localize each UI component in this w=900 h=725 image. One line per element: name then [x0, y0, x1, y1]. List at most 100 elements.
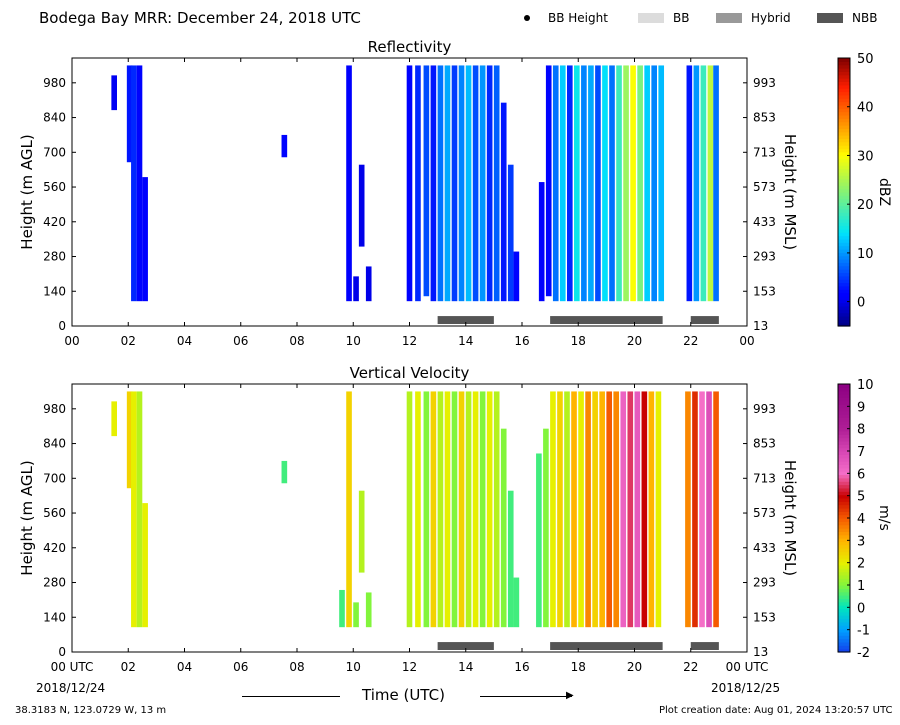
colorbar-cell	[838, 558, 850, 563]
colorbar-cell	[838, 410, 850, 415]
colorbar-cell	[838, 571, 850, 576]
colorbar-cell	[838, 464, 850, 469]
colorbar-tick-label: 0	[857, 296, 865, 311]
colorbar-tick-label: 4	[857, 512, 865, 527]
data-column	[707, 65, 714, 302]
colorbar-cell	[838, 518, 850, 522]
y-tick-label: 140	[43, 610, 66, 624]
colorbar-tick-label: 1	[857, 579, 865, 594]
arrow-right-icon: ▶	[566, 690, 574, 701]
colorbar-cell	[838, 414, 850, 419]
y2-tick-label: 853	[753, 111, 776, 125]
x-tick-label: 20	[627, 334, 642, 348]
data-column	[627, 391, 634, 628]
colorbar-cell	[838, 551, 850, 556]
x-tick-label: 00 UTC	[726, 660, 769, 674]
colorbar-cell	[838, 232, 850, 237]
data-column	[513, 251, 520, 302]
data-column	[358, 490, 365, 573]
colorbar-cell	[838, 511, 850, 516]
data-column	[595, 65, 601, 302]
creation-date-text: Plot creation date: Aug 01, 2024 13:20:5…	[659, 705, 893, 716]
colorbar-cell	[838, 74, 850, 79]
colorbar-cell	[838, 521, 850, 526]
colorbar-cell	[838, 481, 850, 486]
x-tick-label: 18	[571, 334, 586, 348]
y-axis-label: Height (m AGL)	[18, 134, 36, 249]
regime-bar-nbb	[437, 642, 494, 650]
colorbar-cell	[838, 78, 850, 83]
legend-marker	[524, 15, 530, 21]
colorbar-cell	[838, 417, 850, 422]
data-column	[353, 276, 359, 302]
data-column	[500, 428, 507, 628]
y2-axis-label: Height (m MSL)	[781, 460, 799, 576]
y-tick-label: 700	[43, 145, 66, 159]
colorbar-cell	[838, 322, 850, 327]
colorbar-cell	[838, 427, 850, 432]
arrow-line-left	[242, 696, 340, 697]
colorbar-label: m/s	[876, 505, 892, 531]
colorbar-cell	[838, 504, 850, 509]
data-column	[641, 391, 648, 628]
colorbar-cell	[838, 581, 850, 586]
colorbar-cell	[838, 645, 850, 650]
data-column	[713, 391, 719, 628]
y2-tick-label: 853	[753, 437, 776, 451]
data-column	[339, 589, 345, 628]
data-column	[415, 391, 421, 628]
data-column	[685, 391, 691, 628]
colorbar-tick-label: 8	[857, 423, 865, 438]
colorbar-cell	[838, 302, 850, 307]
data-column	[599, 391, 605, 628]
colorbar-cell	[838, 501, 850, 506]
colorbar-cell	[838, 275, 850, 280]
data-column	[136, 391, 143, 628]
colorbar-cell	[838, 491, 850, 496]
colorbar-cell	[838, 454, 850, 459]
legend-marker	[716, 13, 742, 23]
colorbar-cell	[838, 98, 850, 103]
colorbar-cell	[838, 601, 850, 606]
colorbar-cell	[838, 188, 850, 193]
colorbar-cell	[838, 141, 850, 146]
data-column	[507, 490, 514, 628]
colorbar-cell	[838, 208, 850, 213]
colorbar-cell	[838, 461, 850, 465]
data-column	[451, 391, 458, 628]
colorbar-cell	[838, 212, 850, 217]
data-column	[281, 134, 288, 158]
x-tick-label: 04	[177, 334, 192, 348]
y-tick-label: 420	[43, 215, 66, 229]
y-tick-label: 560	[43, 180, 66, 194]
colorbar-cell	[838, 202, 850, 206]
panel-title: Reflectivity	[368, 38, 452, 56]
colorbar-cell	[838, 68, 850, 72]
data-column	[557, 391, 563, 628]
data-column	[588, 65, 594, 302]
data-column	[543, 428, 549, 628]
data-column	[111, 75, 117, 111]
colorbar-cell	[838, 585, 850, 589]
colorbar-tick-label: 0	[857, 601, 865, 616]
data-column	[406, 65, 413, 302]
colorbar-cell	[838, 615, 850, 620]
colorbar-cell	[838, 524, 850, 529]
regime-bar-nbb	[550, 316, 663, 324]
colorbar-cell	[838, 151, 850, 156]
x-tick-label: 00 UTC	[51, 660, 94, 674]
colorbar-cell	[838, 561, 850, 566]
colorbar-tick-label: 3	[857, 534, 865, 549]
colorbar-cell	[838, 265, 850, 270]
colorbar-cell	[838, 315, 850, 320]
colorbar-cell	[838, 161, 850, 166]
colorbar-cell	[838, 279, 850, 284]
y-axis-label: Height (m AGL)	[18, 460, 36, 575]
colorbar-tick-label: 9	[857, 400, 865, 415]
data-column	[613, 391, 620, 628]
data-column	[536, 453, 542, 628]
y-tick-label: 280	[43, 576, 66, 590]
colorbar-tick-label: 2	[857, 557, 865, 572]
y2-tick-label: 13	[753, 319, 768, 333]
colorbar-cell	[838, 185, 850, 190]
